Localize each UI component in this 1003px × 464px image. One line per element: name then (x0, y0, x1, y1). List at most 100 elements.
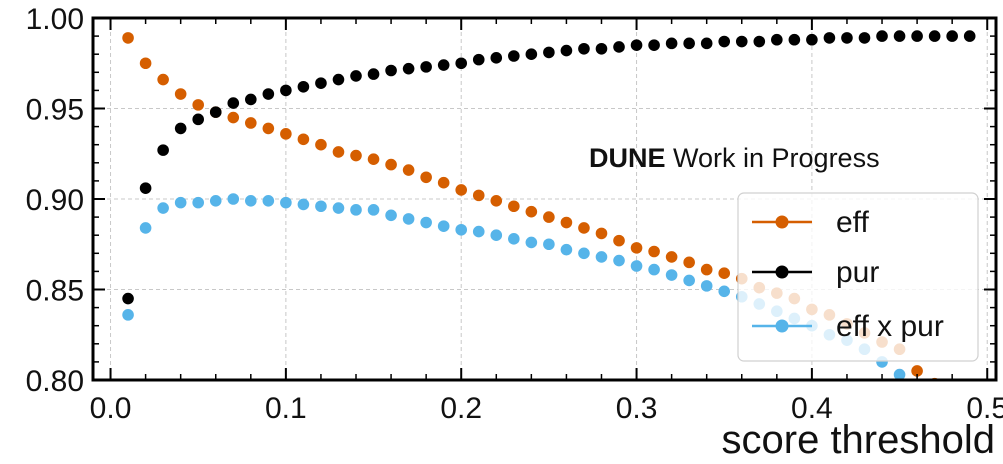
x-axis-label: score threshold (721, 418, 995, 462)
point-eff-x-pur (893, 368, 906, 380)
point-pur (350, 70, 362, 82)
point-pur (735, 35, 748, 48)
point-eff-x-pur (525, 236, 538, 249)
point-pur (245, 93, 257, 106)
point-pur (543, 46, 555, 59)
point-eff-x-pur (665, 269, 678, 281)
point-eff-x-pur (508, 233, 520, 245)
point-eff-x-pur (174, 196, 187, 209)
point-pur (911, 30, 923, 42)
y-tick-label: 0.80 (26, 365, 84, 398)
point-eff (157, 73, 169, 86)
data-points (122, 30, 976, 406)
point-pur (139, 182, 152, 194)
point-pur (402, 62, 415, 75)
point-eff (665, 251, 678, 263)
point-pur (963, 30, 976, 42)
axis-ticks (93, 17, 996, 381)
point-eff-x-pur (683, 274, 695, 287)
point-eff-x-pur (718, 285, 731, 298)
point-eff-x-pur (385, 209, 397, 222)
point-pur (508, 50, 520, 62)
point-eff (578, 222, 590, 234)
point-pur (753, 35, 766, 48)
point-pur (174, 122, 187, 135)
point-pur (823, 32, 836, 44)
point-pur (315, 77, 327, 89)
point-eff-x-pur (560, 243, 573, 256)
point-eff (402, 164, 415, 176)
point-eff (420, 171, 432, 184)
point-eff-x-pur (472, 225, 485, 238)
point-pur (648, 39, 660, 51)
point-eff (648, 245, 660, 258)
point-pur (525, 48, 538, 60)
dune-annotation: DUNE Work in Progress (589, 143, 880, 173)
point-pur (700, 37, 713, 50)
legend-marker-eff (775, 215, 789, 229)
point-pur (806, 33, 818, 46)
point-pur (420, 61, 432, 73)
x-tick-label: 0.3 (616, 392, 658, 425)
point-eff-x-pur (367, 204, 380, 216)
x-tick-label: 0.5 (966, 392, 1003, 425)
y-tick-label: 0.90 (26, 184, 84, 217)
point-pur (262, 88, 275, 100)
point-eff (630, 242, 643, 254)
point-eff-x-pur (630, 260, 643, 272)
point-eff (543, 211, 555, 223)
point-eff-x-pur (929, 394, 941, 406)
point-eff (595, 227, 608, 240)
point-pur (841, 32, 853, 44)
point-eff-x-pur (578, 247, 590, 260)
point-eff (367, 153, 380, 165)
legend-marker-pur (775, 265, 789, 279)
point-eff-x-pur (192, 196, 205, 209)
point-pur (595, 42, 608, 55)
point-eff (613, 234, 625, 247)
x-tick-label: 0.1 (265, 392, 307, 425)
point-eff (560, 216, 573, 229)
point-pur (297, 80, 310, 93)
point-pur (613, 41, 625, 53)
point-eff-x-pur (332, 202, 345, 214)
point-eff-x-pur (245, 195, 257, 207)
point-eff-x-pur (420, 216, 432, 229)
point-eff-x-pur (157, 202, 169, 214)
point-eff-x-pur (262, 195, 275, 207)
point-eff (122, 32, 134, 44)
point-eff (139, 57, 152, 70)
point-eff (472, 189, 485, 202)
x-tick-label: 0.0 (90, 392, 132, 425)
point-eff-x-pur (297, 198, 310, 211)
point-eff (683, 256, 695, 269)
legend: eff pur eff x pur (737, 192, 979, 362)
point-pur (788, 33, 801, 46)
point-eff-x-pur (595, 251, 608, 263)
point-eff-x-pur (350, 204, 362, 216)
y-tick-label: 0.95 (26, 94, 84, 127)
point-eff (192, 99, 205, 111)
x-tick-label: 0.4 (791, 392, 833, 425)
point-pur (876, 30, 888, 42)
point-pur (157, 144, 169, 156)
y-tick-label: 0.85 (26, 275, 84, 308)
point-eff (525, 205, 538, 218)
point-eff (718, 267, 731, 280)
point-eff (174, 88, 187, 100)
point-pur (367, 68, 380, 80)
point-pur (227, 97, 240, 109)
point-pur (455, 57, 468, 70)
tick-labels: 0.0 0.1 0.2 0.3 0.4 0.5 0.80 0.85 0.90 0.95 1.00 (26, 3, 1003, 425)
point-eff (455, 184, 468, 196)
point-eff (262, 122, 275, 135)
point-pur (928, 30, 941, 42)
legend-label-eff: eff (836, 206, 869, 239)
point-pur (280, 84, 292, 97)
point-eff (280, 128, 292, 140)
point-eff-x-pur (455, 223, 468, 236)
point-eff-x-pur (490, 229, 503, 241)
x-tick-label: 0.2 (440, 392, 482, 425)
point-pur (192, 113, 205, 126)
